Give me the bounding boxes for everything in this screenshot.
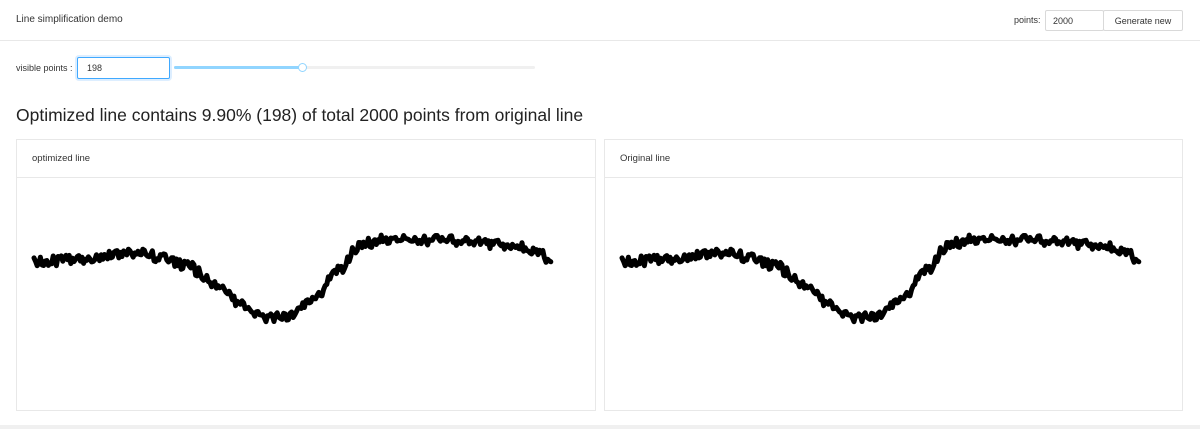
visible-points-slider[interactable] bbox=[174, 62, 535, 74]
page-bottom-divider bbox=[0, 425, 1200, 429]
slider-track bbox=[174, 66, 303, 69]
panel-body bbox=[605, 178, 1182, 410]
panel-title-original: Original line bbox=[620, 153, 670, 164]
app-title: Line simplification demo bbox=[16, 14, 123, 25]
panel-header: optimized line bbox=[17, 140, 595, 178]
panel-header: Original line bbox=[605, 140, 1182, 178]
visible-points-label: visible points : bbox=[16, 63, 73, 73]
panel-body bbox=[17, 178, 595, 410]
slider-handle[interactable] bbox=[298, 63, 307, 72]
optimized-line-plot bbox=[17, 178, 595, 410]
original-line-plot bbox=[605, 178, 1182, 410]
visible-points-input[interactable] bbox=[77, 57, 170, 79]
generate-new-button[interactable]: Generate new bbox=[1103, 10, 1183, 31]
points-input[interactable] bbox=[1045, 10, 1104, 31]
panel-title-optimized: optimized line bbox=[32, 153, 90, 164]
original-line-panel: Original line bbox=[604, 139, 1183, 411]
optimized-line bbox=[34, 235, 551, 322]
optimized-line-panel: optimized line bbox=[16, 139, 596, 411]
points-label: points: bbox=[1014, 15, 1041, 25]
original-line bbox=[622, 235, 1139, 322]
header-bar: Line simplification demo points: Generat… bbox=[0, 0, 1200, 41]
summary-heading: Optimized line contains 9.90% (198) of t… bbox=[16, 105, 583, 126]
